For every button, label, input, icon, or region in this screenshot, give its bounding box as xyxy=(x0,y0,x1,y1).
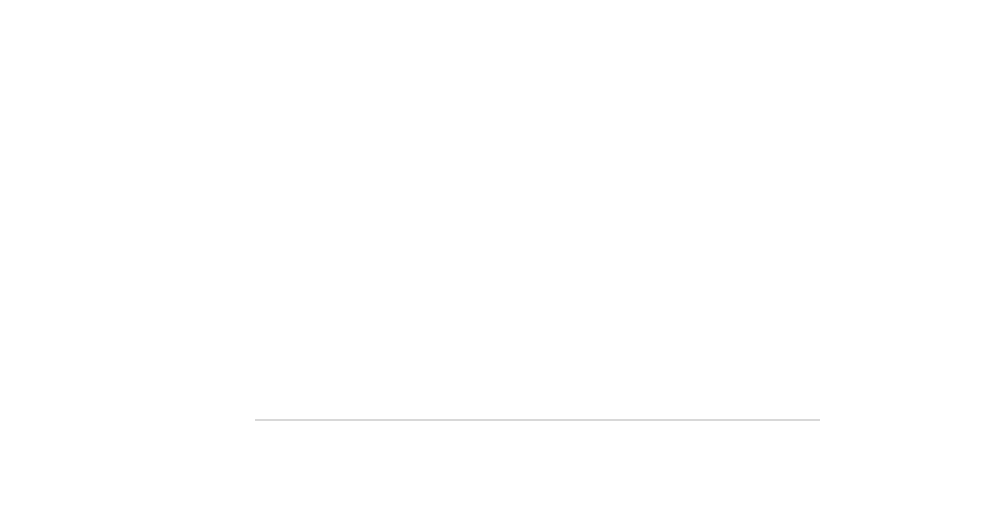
chart-bg xyxy=(0,0,1000,510)
chart-svg xyxy=(0,0,1000,510)
line-chart xyxy=(0,0,1000,510)
